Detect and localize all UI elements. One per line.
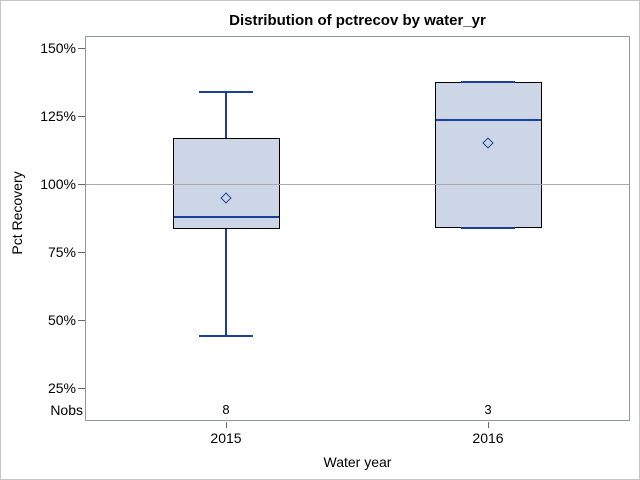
y-tick [78, 47, 85, 49]
y-tick [78, 319, 85, 321]
whisker-cap [199, 90, 253, 93]
y-tick-label: 125% [40, 108, 76, 124]
median-line [436, 119, 541, 122]
x-tick [487, 422, 489, 428]
whisker-cap [199, 335, 253, 338]
whisker-cap [461, 226, 515, 229]
box-2015 [173, 137, 280, 229]
y-tick [78, 251, 85, 253]
y-tick [78, 183, 85, 185]
y-tick [78, 387, 85, 389]
y-tick-label: 75% [47, 244, 76, 260]
y-tick-label: 100% [40, 176, 76, 192]
x-tick [225, 422, 227, 428]
whisker-line [225, 228, 227, 337]
x-tick-label: 2015 [210, 430, 242, 446]
y-tick-label: 25% [47, 380, 76, 396]
y-tick [78, 115, 85, 117]
nobs-value: 3 [484, 402, 492, 417]
nobs-value: 8 [222, 402, 230, 417]
whisker-line [225, 91, 227, 138]
whisker-cap [461, 81, 515, 83]
chart-title: Distribution of pctrecov by water_yr [229, 12, 486, 29]
median-line [174, 215, 279, 218]
x-axis-title: Water year [323, 454, 392, 470]
y-tick-label: 50% [47, 312, 76, 328]
x-tick-label: 2016 [472, 430, 504, 446]
box-2016 [435, 82, 542, 228]
y-tick-label: 150% [40, 40, 76, 56]
reference-line [86, 183, 629, 185]
nobs-row-label: Nobs [50, 402, 83, 418]
